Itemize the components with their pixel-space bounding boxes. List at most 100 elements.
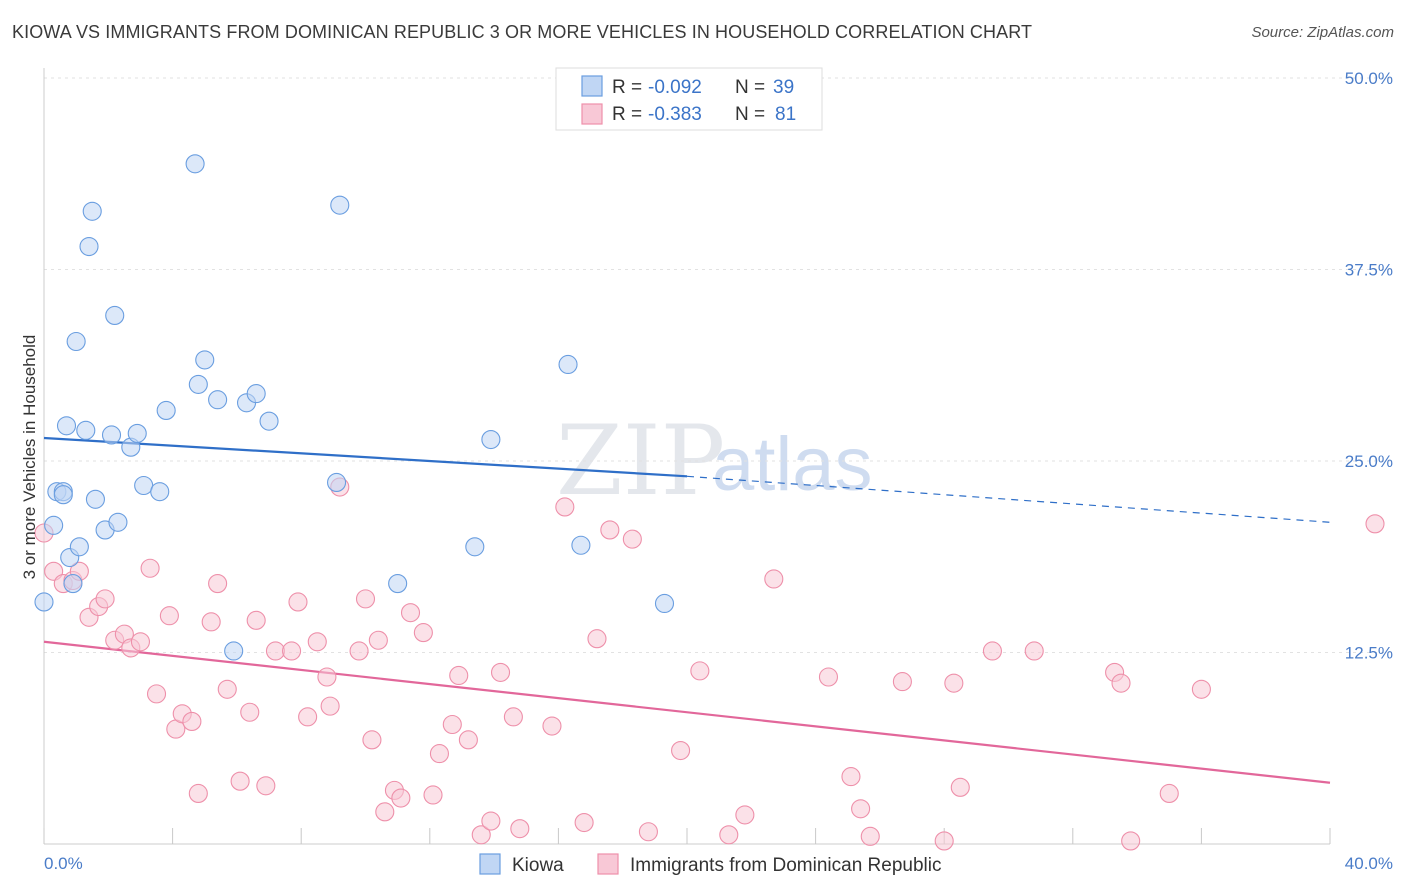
- dominican-point: [892, 672, 912, 692]
- kiowa-point: [259, 411, 279, 431]
- kiowa-point: [654, 593, 675, 614]
- data-points: [34, 154, 1385, 851]
- dominican-point: [282, 641, 302, 661]
- dominican-point: [503, 707, 523, 727]
- dominican-point: [368, 630, 388, 650]
- kiowa-point: [195, 350, 215, 370]
- kiowa-point: [34, 592, 54, 612]
- kiowa-point: [156, 400, 176, 420]
- kiowa-point: [208, 390, 228, 410]
- kiowa-point: [85, 489, 105, 509]
- dominican-point: [201, 612, 221, 632]
- y-tick-label: 37.5%: [1345, 261, 1393, 280]
- dominican-point: [375, 802, 395, 822]
- chart-title: KIOWA VS IMMIGRANTS FROM DOMINICAN REPUB…: [12, 22, 1033, 42]
- kiowa-point: [134, 475, 154, 496]
- dominican-point: [600, 520, 620, 540]
- kiowa-trend-line: [43, 436, 688, 478]
- kiowa-point: [56, 416, 77, 436]
- dominican-point: [265, 641, 286, 661]
- y-tick-label: 12.5%: [1345, 644, 1393, 663]
- bottom-legend-swatch-dominican: [597, 853, 619, 875]
- dominican-point: [1111, 673, 1131, 693]
- dominican-point: [622, 529, 642, 549]
- dominican-point: [1159, 783, 1179, 803]
- kiowa-point: [69, 537, 89, 557]
- dominican-point: [317, 667, 337, 687]
- dominican-point: [146, 684, 167, 704]
- dominican-point: [555, 497, 575, 517]
- dominican-point: [246, 610, 266, 630]
- dominican-point: [159, 606, 179, 626]
- legend-r-value-dominican: -0.383: [648, 104, 702, 125]
- dominican-point: [95, 589, 115, 609]
- legend-r-label-dominican: R =: [612, 104, 642, 125]
- dominican-point: [423, 785, 443, 805]
- kiowa-point: [101, 425, 122, 445]
- kiowa-point: [330, 195, 350, 215]
- x-tick-label-min: 0.0%: [44, 854, 83, 873]
- dominican-point: [458, 730, 478, 750]
- dominican-point: [355, 589, 376, 609]
- dominican-point: [429, 744, 449, 764]
- kiowa-point: [327, 472, 347, 492]
- kiowa-point: [465, 537, 485, 557]
- dominican-point: [950, 777, 970, 797]
- kiowa-point: [53, 485, 73, 505]
- watermark-atlas-text: atlas: [712, 422, 873, 507]
- kiowa-point: [63, 574, 83, 594]
- dominican-point: [391, 788, 411, 808]
- kiowa-point: [571, 535, 591, 555]
- dominican-point: [719, 825, 739, 845]
- dominican-point: [841, 767, 861, 787]
- y-tick-label: 50.0%: [1345, 69, 1393, 88]
- watermark: ZIP atlas: [556, 405, 873, 517]
- y-axis-label: 3 or more Vehicles in Household: [20, 335, 39, 580]
- kiowa-point: [82, 201, 102, 221]
- dominican-point: [481, 811, 501, 831]
- source-credit: Source: ZipAtlas.com: [1251, 24, 1394, 41]
- legend: R = -0.092 N = 39 R = -0.383 N = 81: [555, 67, 823, 131]
- dominican-point: [230, 771, 250, 791]
- bottom-legend-swatch-kiowa: [479, 853, 501, 875]
- dominican-point: [362, 730, 382, 750]
- kiowa-point: [388, 574, 408, 594]
- dominican-point: [130, 632, 150, 652]
- dominican-point: [442, 714, 462, 735]
- dominican-point: [934, 831, 954, 851]
- dominican-point: [1191, 679, 1211, 699]
- dominican-point: [349, 641, 369, 661]
- dominican-point: [298, 707, 318, 727]
- dominican-point: [307, 632, 327, 652]
- legend-r-label-kiowa: R =: [612, 77, 642, 98]
- axes: 12.5% 25.0% 37.5% 50.0% 0.0% 40.0%: [43, 68, 1393, 873]
- dominican-point: [217, 679, 237, 699]
- dominican-point: [256, 776, 276, 796]
- dominican-point: [982, 641, 1002, 661]
- dominican-point: [510, 819, 530, 839]
- dominican-point: [764, 569, 784, 589]
- kiowa-point: [481, 430, 501, 450]
- x-tick-label-max: 40.0%: [1345, 854, 1393, 873]
- legend-n-value-dominican: 81: [775, 104, 796, 125]
- dominican-point: [1024, 641, 1044, 661]
- dominican-point: [240, 702, 260, 722]
- dominican-point: [574, 813, 594, 833]
- dominican-point: [140, 558, 160, 578]
- kiowa-point: [224, 641, 244, 661]
- kiowa-point: [79, 236, 99, 257]
- dominican-point: [490, 662, 511, 682]
- kiowa-point: [127, 423, 147, 443]
- bottom-legend-label-kiowa: Kiowa: [512, 855, 564, 876]
- dominican-point: [182, 711, 202, 731]
- kiowa-point: [246, 384, 266, 404]
- dominican-point: [188, 783, 208, 803]
- kiowa-point: [188, 374, 208, 394]
- kiowa-point: [108, 512, 128, 532]
- bottom-legend-label-dominican: Immigrants from Dominican Republic: [630, 855, 942, 876]
- trend-lines: [43, 436, 1331, 784]
- dominican-point: [400, 603, 421, 623]
- dominican-point: [208, 574, 228, 594]
- dominican-point: [735, 805, 755, 825]
